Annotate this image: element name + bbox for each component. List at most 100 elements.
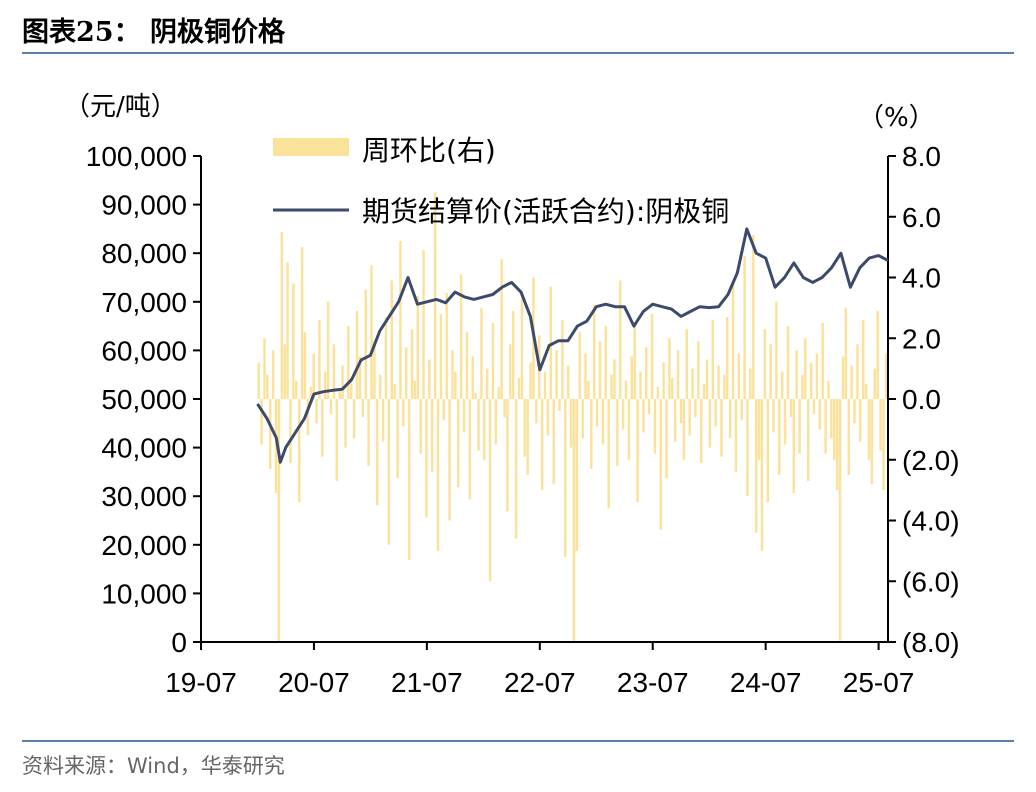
bar [514, 399, 518, 539]
bar [728, 399, 732, 439]
bar [682, 399, 686, 460]
bar [639, 371, 642, 399]
bar [552, 399, 555, 485]
bar [468, 399, 472, 500]
bar [633, 323, 636, 399]
left-tick-label: 100,000 [86, 141, 187, 172]
bar [647, 399, 651, 415]
bar [497, 386, 500, 399]
bar [671, 377, 674, 399]
right-tick-label: (6.0) [902, 566, 960, 597]
bar [778, 399, 781, 475]
bar [815, 353, 819, 399]
bar [344, 399, 347, 448]
bar [804, 338, 807, 399]
bar [610, 374, 613, 399]
bar [795, 350, 798, 399]
bar [321, 399, 324, 457]
bar [749, 368, 752, 400]
bar [850, 365, 853, 399]
bar [318, 320, 321, 399]
left-tick-label: 90,000 [101, 190, 187, 221]
bar [754, 399, 758, 533]
bar [399, 241, 402, 399]
bar [760, 399, 764, 551]
bar [315, 399, 318, 424]
bar [705, 359, 709, 399]
bar [783, 399, 787, 445]
bar [280, 231, 284, 399]
bar [341, 365, 344, 399]
bar [295, 380, 298, 399]
bar [312, 353, 315, 399]
bar [578, 332, 581, 399]
bar [523, 399, 527, 457]
bar [864, 383, 868, 399]
bar [592, 304, 596, 399]
bar [269, 399, 272, 469]
bar [688, 399, 691, 436]
bar [700, 399, 703, 463]
bar [882, 399, 885, 491]
bar [859, 399, 862, 442]
bar [451, 350, 454, 399]
bar [439, 313, 443, 399]
bar [853, 399, 856, 424]
bar [650, 313, 654, 399]
bar [818, 399, 822, 430]
bar [384, 316, 388, 399]
bar [861, 320, 865, 399]
bar [303, 332, 307, 399]
bar [607, 399, 610, 509]
right-tick-label: 6.0 [902, 202, 941, 233]
legend: 周环比(右) 期货结算价(活跃合约):阴极铜 [273, 134, 729, 228]
bar [642, 399, 645, 433]
bar [393, 383, 396, 399]
bar [387, 399, 391, 545]
x-tick-label: 20-07 [278, 667, 350, 698]
bar [378, 374, 382, 399]
left-tick-label: 60,000 [101, 335, 187, 366]
bar [422, 250, 425, 399]
bar [856, 344, 859, 399]
bar [844, 307, 848, 400]
bar [636, 399, 639, 503]
bar [517, 377, 521, 399]
bar [789, 399, 793, 418]
bar [630, 356, 634, 399]
bar [300, 247, 304, 400]
bar [266, 374, 269, 399]
bar [879, 399, 882, 451]
left-tick-label: 40,000 [101, 433, 187, 464]
bar [731, 283, 735, 399]
bar [616, 399, 619, 466]
bar [645, 347, 648, 399]
bar [702, 383, 706, 399]
bar [494, 399, 498, 445]
bar [459, 274, 463, 399]
bar [381, 399, 385, 442]
bar [673, 399, 677, 442]
bar [546, 399, 550, 436]
bar [462, 399, 466, 433]
bar [766, 399, 769, 503]
bar [595, 399, 599, 427]
bar [590, 399, 593, 469]
bar [734, 399, 738, 472]
bar [786, 326, 790, 399]
bar [835, 399, 839, 491]
bar [752, 234, 755, 399]
bar [338, 389, 341, 399]
left-tick-label: 20,000 [101, 530, 187, 561]
bar [520, 298, 524, 399]
bar [558, 399, 561, 412]
bar [740, 399, 743, 421]
bar [332, 344, 336, 399]
bar [564, 399, 567, 557]
bar [569, 399, 573, 448]
bar [540, 399, 544, 491]
bar [659, 399, 662, 530]
bar [572, 399, 576, 642]
bar [621, 399, 625, 430]
footer-divider [22, 740, 1014, 742]
